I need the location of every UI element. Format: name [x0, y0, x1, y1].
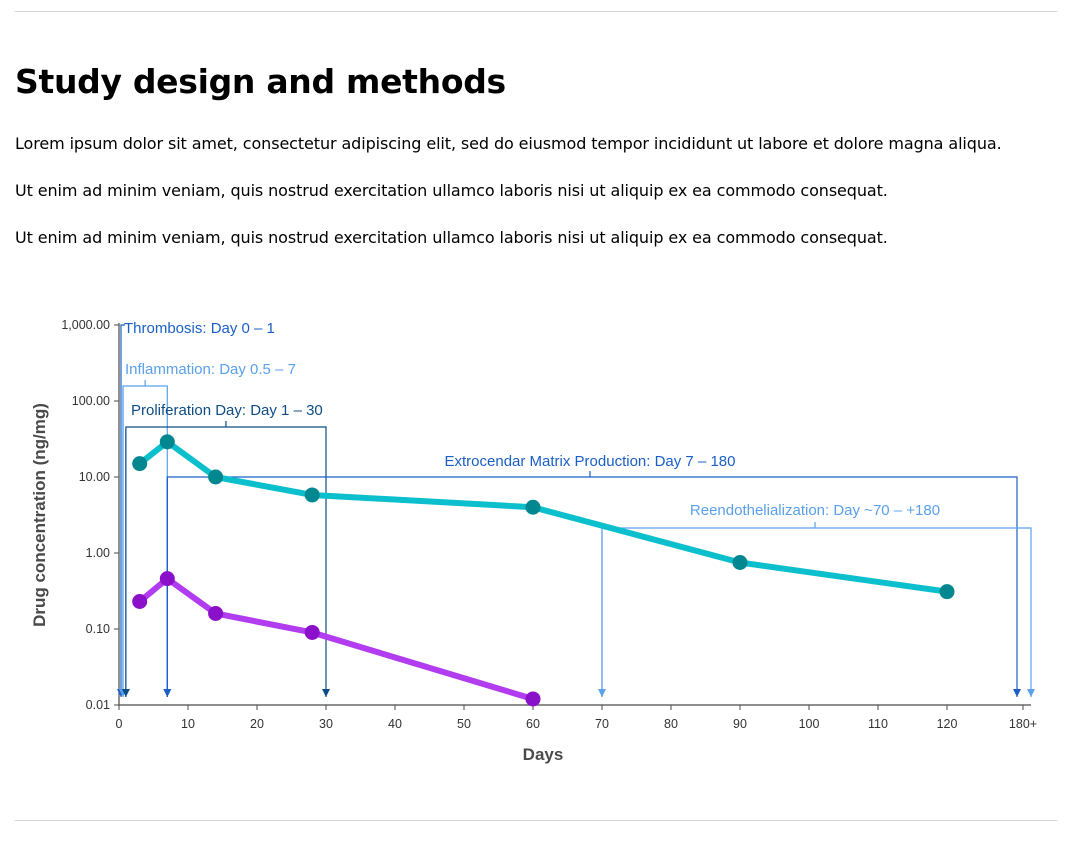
series-1-point — [939, 584, 955, 600]
phase-bracket — [125, 426, 330, 697]
paragraph-1: Lorem ipsum dolor sit amet, consectetur … — [15, 134, 1002, 153]
page-heading: Study design and methods — [15, 62, 506, 101]
x-axis-label: Days — [523, 745, 564, 764]
series-1-point — [732, 554, 748, 570]
x-tick-label: 0 — [116, 717, 123, 731]
x-tick-label: 90 — [733, 717, 747, 731]
series-2-point — [159, 571, 175, 587]
series-2-point — [304, 624, 320, 640]
x-tick-label: 100 — [799, 717, 820, 731]
x-tick-label: 110 — [868, 717, 888, 731]
series-2-point — [132, 594, 148, 610]
x-tick-label: 10 — [181, 717, 195, 731]
y-tick-label: 0.01 — [86, 698, 110, 712]
x-tick-label: 30 — [319, 717, 333, 731]
series-1-point — [159, 434, 175, 450]
x-tick-label: 80 — [664, 717, 678, 731]
y-tick-label: 1,000.00 — [61, 318, 110, 332]
x-tick-label: 180+ — [1009, 717, 1037, 731]
x-tick-label: 20 — [250, 717, 264, 731]
y-tick-label: 100.00 — [72, 394, 110, 408]
phase-label: Proliferation Day: Day 1 – 30 — [131, 402, 323, 419]
x-tick-label: 50 — [457, 717, 471, 731]
x-tick-label: 120 — [937, 717, 958, 731]
paragraph-2: Ut enim ad minim veniam, quis nostrud ex… — [15, 181, 888, 200]
y-tick-label: 10.00 — [79, 470, 110, 484]
phase-bracket — [601, 527, 1035, 697]
series-1-point — [132, 456, 148, 472]
phase-bracket — [122, 385, 172, 697]
phase-label: Thrombosis: Day 0 – 1 — [124, 320, 275, 337]
drug-concentration-chart: 1,000.00 100.00 10.00 1.00 0.10 0.01 0 10 20 30 40… — [30, 318, 1037, 764]
series-1-point — [208, 469, 224, 485]
y-tick-label: 0.10 — [86, 622, 110, 636]
top-divider — [15, 11, 1057, 12]
phase-label: Inflammation: Day 0.5 – 7 — [125, 361, 296, 378]
series-1-point — [304, 487, 320, 503]
y-axis-label: Drug concentration (ng/mg) — [30, 403, 49, 627]
paragraph-3: Ut enim ad minim veniam, quis nostrud ex… — [15, 228, 888, 247]
phase-bracket-thrombosis — [117, 324, 125, 697]
series-2-point — [525, 691, 541, 707]
bottom-divider — [15, 820, 1057, 821]
phase-label: Reendothelialization: Day ~70 – +180 — [690, 502, 940, 519]
x-tick-label: 70 — [595, 717, 609, 731]
x-tick-label: 40 — [388, 717, 402, 731]
series-2-line — [136, 575, 536, 702]
series-1-point — [525, 499, 541, 515]
phase-label: Extrocendar Matrix Production: Day 7 – 1… — [445, 453, 736, 470]
series-2-point — [208, 605, 224, 621]
x-tick-label: 60 — [526, 717, 540, 731]
y-tick-label: 1.00 — [86, 546, 110, 560]
